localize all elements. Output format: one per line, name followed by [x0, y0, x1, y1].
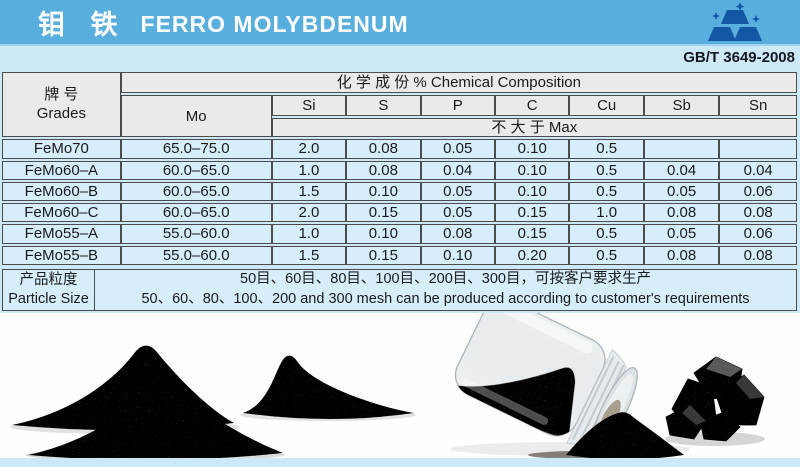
- p-cell: 0.04: [420, 160, 495, 180]
- table-row: FeMo55–A 55.0–60.0 1.0 0.10 0.08 0.15 0.…: [2, 224, 797, 244]
- sb-cell: [643, 139, 720, 159]
- spilled-jar-photo: [450, 312, 690, 458]
- grade-cell: FeMo60–B: [2, 181, 121, 201]
- p-cell: 0.05: [420, 139, 495, 159]
- s-cell: 0.10: [346, 181, 421, 201]
- product-photos: [0, 312, 800, 458]
- s-column-header: S: [346, 95, 421, 116]
- cu-cell: 0.5: [569, 224, 644, 244]
- product-title-cn: 钼 铁: [38, 9, 127, 40]
- sn-cell: 0.06: [719, 181, 797, 201]
- grade-cell: FeMo70: [2, 139, 121, 159]
- particle-size-line1: 50目、60目、80目、100目、200目、300目，可按客户要求生产: [240, 271, 651, 288]
- particle-size-label-cn: 产品粒度: [19, 271, 78, 288]
- p-cell: 0.10: [420, 245, 495, 265]
- sn-cell: 0.08: [719, 203, 797, 223]
- bottom-strip: [0, 458, 800, 467]
- product-title-en: FERRO MOLYBDENUM: [140, 10, 409, 37]
- table-area: 牌 号 Grades 化 学 成 份 % Chemical Compositio…: [0, 68, 800, 313]
- mo-column-header: Mo: [120, 95, 272, 138]
- sb-cell: 0.05: [643, 224, 720, 244]
- s-cell: 0.08: [346, 160, 421, 180]
- cu-cell: 0.5: [569, 139, 644, 159]
- sn-cell: 0.08: [719, 245, 797, 265]
- table-row: FeMo70 65.0–75.0 2.0 0.08 0.05 0.10 0.5: [2, 139, 797, 159]
- s-cell: 0.10: [346, 224, 421, 244]
- si-column-header: Si: [271, 95, 347, 116]
- max-label: 不 大 于 Max: [271, 118, 797, 138]
- ore-lumps-photo: [665, 356, 765, 446]
- composition-header: 化 学 成 份 % Chemical Composition: [120, 72, 797, 93]
- si-cell: 1.0: [271, 224, 347, 244]
- c-cell: 0.10: [495, 139, 570, 159]
- mo-cell: 55.0–60.0: [120, 224, 272, 244]
- cu-cell: 0.5: [569, 160, 644, 180]
- standard-code: GB/T 3649-2008: [683, 48, 795, 66]
- mo-cell: 65.0–75.0: [120, 139, 272, 159]
- grades-header-cn: 牌 号: [44, 85, 79, 103]
- c-cell: 0.15: [495, 224, 570, 244]
- si-cell: 1.5: [271, 181, 347, 201]
- p-cell: 0.05: [420, 181, 495, 201]
- c-cell: 0.10: [495, 181, 570, 201]
- p-column-header: P: [420, 95, 495, 116]
- c-column-header: C: [495, 95, 570, 116]
- powder-piles-photo: [10, 345, 416, 458]
- sn-column-header: Sn: [719, 95, 797, 116]
- cu-column-header: Cu: [569, 95, 644, 116]
- si-cell: 2.0: [271, 203, 347, 223]
- particle-size-label: 产品粒度 Particle Size: [2, 268, 95, 311]
- sb-column-header: Sb: [643, 95, 720, 116]
- c-cell: 0.10: [495, 160, 570, 180]
- mo-cell: 60.0–65.0: [120, 181, 272, 201]
- particle-size-row: 产品粒度 Particle Size 50目、60目、80目、100目、200目…: [2, 268, 797, 311]
- mo-cell: 60.0–65.0: [120, 203, 272, 223]
- table-row: FeMo60–C 60.0–65.0 2.0 0.15 0.05 0.15 1.…: [2, 203, 797, 223]
- s-cell: 0.15: [346, 203, 421, 223]
- sb-cell: 0.08: [643, 203, 720, 223]
- s-cell: 0.08: [346, 139, 421, 159]
- sn-cell: 0.06: [719, 224, 797, 244]
- header-band: 钼 铁 FERRO MOLYBDENUM: [0, 0, 800, 46]
- composition-table: 牌 号 Grades 化 学 成 份 % Chemical Compositio…: [2, 70, 797, 267]
- grade-cell: FeMo60–A: [2, 160, 121, 180]
- c-cell: 0.20: [495, 245, 570, 265]
- table-row: FeMo60–A 60.0–65.0 1.0 0.08 0.04 0.10 0.…: [2, 160, 797, 180]
- sn-cell: 0.04: [719, 160, 797, 180]
- particle-size-label-en: Particle Size: [8, 290, 89, 307]
- p-cell: 0.05: [420, 203, 495, 223]
- si-cell: 1.0: [271, 160, 347, 180]
- p-cell: 0.08: [420, 224, 495, 244]
- sb-cell: 0.08: [643, 245, 720, 265]
- s-cell: 0.15: [346, 245, 421, 265]
- particle-size-content: 50目、60目、80目、100目、200目、300目，可按客户要求生产 50、6…: [95, 268, 797, 311]
- si-cell: 1.5: [271, 245, 347, 265]
- c-cell: 0.15: [495, 203, 570, 223]
- sb-cell: 0.04: [643, 160, 720, 180]
- grades-header-en: Grades: [36, 104, 86, 122]
- grade-cell: FeMo55–B: [2, 245, 121, 265]
- table-row: FeMo55–B 55.0–60.0 1.5 0.15 0.10 0.20 0.…: [2, 245, 797, 265]
- particle-size-line2: 50、60、80、100、200 and 300 mesh can be pro…: [141, 290, 750, 307]
- si-cell: 2.0: [271, 139, 347, 159]
- ingots-icon: [694, 2, 772, 49]
- standard-strip: GB/T 3649-2008: [0, 46, 800, 68]
- cu-cell: 0.5: [569, 245, 644, 265]
- cu-cell: 0.5: [569, 181, 644, 201]
- grade-cell: FeMo55–A: [2, 224, 121, 244]
- grades-column-header: 牌 号 Grades: [2, 72, 121, 138]
- grade-cell: FeMo60–C: [2, 203, 121, 223]
- table-row: FeMo60–B 60.0–65.0 1.5 0.10 0.05 0.10 0.…: [2, 181, 797, 201]
- sn-cell: [719, 139, 797, 159]
- sb-cell: 0.05: [643, 181, 720, 201]
- mo-cell: 55.0–60.0: [120, 245, 272, 265]
- mo-cell: 60.0–65.0: [120, 160, 272, 180]
- cu-cell: 1.0: [569, 203, 644, 223]
